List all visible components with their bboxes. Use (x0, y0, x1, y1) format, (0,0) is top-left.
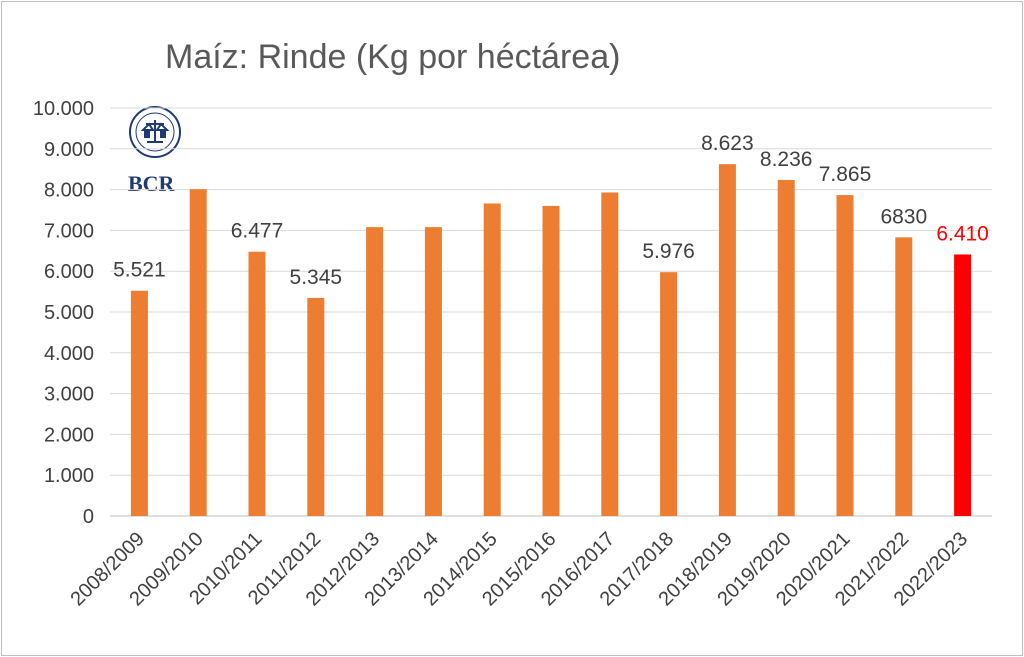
bar-2014-2015 (483, 203, 501, 517)
y-tick-label: 7.000 (44, 220, 94, 242)
y-tick-label: 2.000 (44, 424, 94, 446)
bar-2021-2022 (895, 237, 913, 516)
x-axis-ticks: 2008/20092009/20102010/20112011/20122012… (67, 528, 973, 610)
data-label: 8.623 (701, 132, 754, 155)
bar-2011-2012 (307, 297, 325, 516)
data-labels: 5.521 6.477 5.345 5.976 8.623 8.236 7.865 6830 6… (113, 132, 989, 289)
data-label: 5.521 (113, 259, 166, 282)
y-axis-ticks: 0 1.000 2.000 3.000 4.000 5.000 6.000 7.000 8.00… (33, 98, 94, 528)
data-label: 5.345 (290, 266, 343, 289)
bar-2018-2019 (718, 164, 736, 517)
y-tick-label: 1.000 (44, 465, 94, 487)
bar-2013-2014 (424, 227, 442, 517)
bar-2015-2016 (542, 205, 560, 517)
y-tick-label: 6.000 (44, 261, 94, 283)
data-label: 6830 (880, 205, 927, 228)
bar-2008-2009 (130, 290, 148, 516)
data-label: 6.410 (936, 222, 989, 245)
y-tick-label: 8.000 (44, 180, 94, 202)
bcr-seal-icon (129, 106, 181, 158)
y-tick-label: 3.000 (44, 384, 94, 406)
y-tick-label: 5.000 (44, 302, 94, 324)
y-tick-label: 4.000 (44, 343, 94, 365)
data-label: 5.976 (642, 240, 695, 263)
bars (130, 164, 972, 517)
data-label: 8.236 (760, 148, 813, 171)
bcr-logo: BCR (128, 106, 181, 196)
data-label: 7.865 (819, 163, 872, 186)
bar-2020-2021 (836, 195, 854, 516)
bar-2017-2018 (660, 272, 678, 516)
chart-title: Maíz: Rinde (Kg por héctárea) (165, 38, 620, 76)
bar-2022-2023 (954, 254, 972, 517)
bar-2019-2020 (777, 179, 795, 517)
bar-2009-2010 (189, 189, 207, 516)
bar-2016-2017 (601, 192, 619, 516)
logo-text: BCR (128, 171, 176, 196)
y-tick-label: 9.000 (44, 139, 94, 161)
y-tick-label: 0 (83, 506, 94, 528)
bar-2012-2013 (366, 227, 384, 517)
bar-2010-2011 (248, 251, 266, 516)
data-label: 6.477 (231, 220, 284, 243)
y-tick-label: 10.000 (33, 98, 94, 120)
